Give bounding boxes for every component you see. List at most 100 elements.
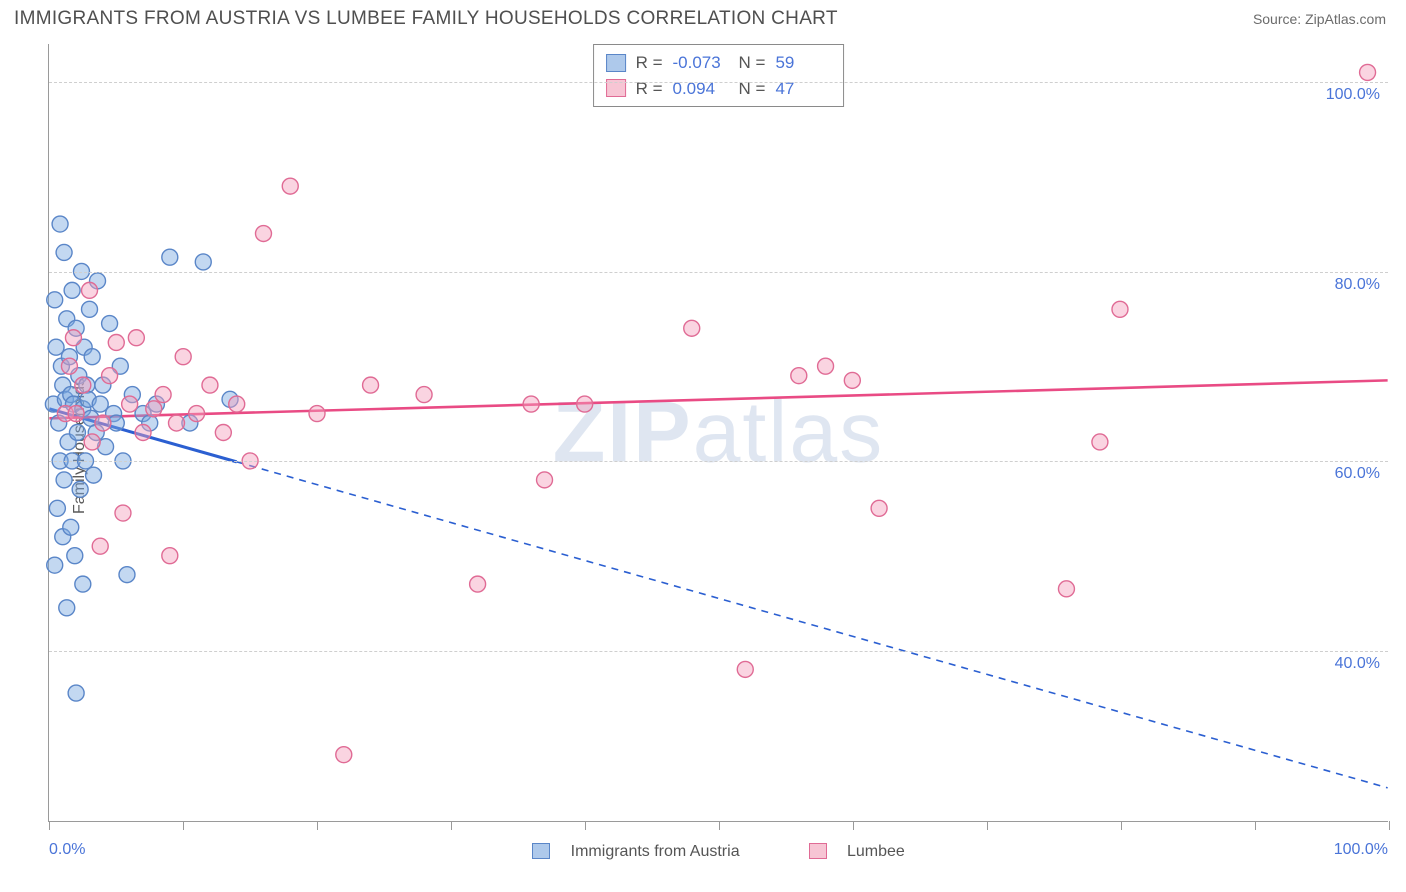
data-point xyxy=(92,538,108,554)
gridline-h xyxy=(49,272,1388,273)
y-tick-label: 60.0% xyxy=(1335,465,1380,483)
data-point xyxy=(82,282,98,298)
x-tick xyxy=(853,821,854,830)
x-axis-end-label: 0.0% xyxy=(49,841,85,859)
data-point xyxy=(195,254,211,270)
x-tick xyxy=(49,821,50,830)
data-point xyxy=(202,377,218,393)
x-tick xyxy=(585,821,586,830)
x-tick xyxy=(317,821,318,830)
x-axis-end-label: 100.0% xyxy=(1334,841,1388,859)
data-point xyxy=(135,425,151,441)
data-point xyxy=(92,396,108,412)
data-point xyxy=(119,567,135,583)
data-point xyxy=(1360,64,1376,80)
data-point xyxy=(108,334,124,350)
data-point xyxy=(871,500,887,516)
chart-title: IMMIGRANTS FROM AUSTRIA VS LUMBEE FAMILY… xyxy=(14,8,838,30)
data-point xyxy=(49,500,65,516)
x-tick xyxy=(1121,821,1122,830)
data-point xyxy=(63,519,79,535)
x-tick xyxy=(1255,821,1256,830)
x-tick xyxy=(451,821,452,830)
x-tick xyxy=(1389,821,1390,830)
data-point xyxy=(844,372,860,388)
data-point xyxy=(336,747,352,763)
data-point xyxy=(122,396,138,412)
data-point xyxy=(82,301,98,317)
legend-N-label: N = xyxy=(739,50,766,76)
data-point xyxy=(363,377,379,393)
data-point xyxy=(1092,434,1108,450)
data-point xyxy=(68,685,84,701)
gridline-h xyxy=(49,651,1388,652)
data-point xyxy=(523,396,539,412)
data-point xyxy=(52,216,68,232)
data-point xyxy=(128,330,144,346)
bottom-legend: Immigrants from Austria Lumbee xyxy=(49,843,1388,861)
data-point xyxy=(1112,301,1128,317)
data-point xyxy=(84,434,100,450)
data-point xyxy=(229,396,245,412)
x-tick xyxy=(719,821,720,830)
data-point xyxy=(255,226,271,242)
data-point xyxy=(56,244,72,260)
data-point xyxy=(48,339,64,355)
data-point xyxy=(47,292,63,308)
data-point xyxy=(470,576,486,592)
data-point xyxy=(59,600,75,616)
legend-R-label: R = xyxy=(636,76,663,102)
data-point xyxy=(416,387,432,403)
data-point xyxy=(75,377,91,393)
bottom-legend-label-0: Immigrants from Austria xyxy=(571,843,740,860)
legend-R-value: 0.094 xyxy=(673,76,729,102)
data-point xyxy=(155,387,171,403)
bottom-legend-swatch-blue xyxy=(532,843,550,859)
data-point xyxy=(86,467,102,483)
data-point xyxy=(309,406,325,422)
plot-container: ZIPatlas R = -0.073 N = 59 R = 0.094 N =… xyxy=(48,44,1388,822)
data-point xyxy=(282,178,298,194)
data-point xyxy=(215,425,231,441)
legend-swatch-blue xyxy=(606,54,626,72)
data-point xyxy=(65,330,81,346)
data-point xyxy=(75,576,91,592)
data-point xyxy=(684,320,700,336)
data-point xyxy=(95,415,111,431)
data-point xyxy=(72,481,88,497)
data-point xyxy=(1058,581,1074,597)
chart-header: IMMIGRANTS FROM AUSTRIA VS LUMBEE FAMILY… xyxy=(0,0,1406,34)
data-point xyxy=(64,282,80,298)
legend-R-label: R = xyxy=(636,50,663,76)
data-point xyxy=(67,548,83,564)
data-point xyxy=(577,396,593,412)
data-point xyxy=(102,316,118,332)
legend-R-value: -0.073 xyxy=(673,50,729,76)
legend-row-0: R = -0.073 N = 59 xyxy=(606,50,832,76)
data-point xyxy=(84,349,100,365)
legend-N-value: 47 xyxy=(775,76,831,102)
data-point xyxy=(537,472,553,488)
legend-row-1: R = 0.094 N = 47 xyxy=(606,76,832,102)
data-point xyxy=(791,368,807,384)
data-point xyxy=(818,358,834,374)
correlation-legend: R = -0.073 N = 59 R = 0.094 N = 47 xyxy=(593,44,845,107)
data-point xyxy=(162,249,178,265)
y-tick-label: 100.0% xyxy=(1326,86,1380,104)
data-point xyxy=(61,358,77,374)
data-point xyxy=(68,406,84,422)
x-tick xyxy=(987,821,988,830)
plot-svg xyxy=(49,44,1388,821)
bottom-legend-label-1: Lumbee xyxy=(847,843,905,860)
data-point xyxy=(115,505,131,521)
gridline-h xyxy=(49,82,1388,83)
data-point xyxy=(146,401,162,417)
source-label: Source: ZipAtlas.com xyxy=(1253,11,1386,27)
trend-line-solid xyxy=(49,380,1387,418)
legend-N-value: 59 xyxy=(775,50,831,76)
data-point xyxy=(169,415,185,431)
y-tick-label: 80.0% xyxy=(1335,276,1380,294)
x-tick xyxy=(183,821,184,830)
gridline-h xyxy=(49,461,1388,462)
data-point xyxy=(102,368,118,384)
